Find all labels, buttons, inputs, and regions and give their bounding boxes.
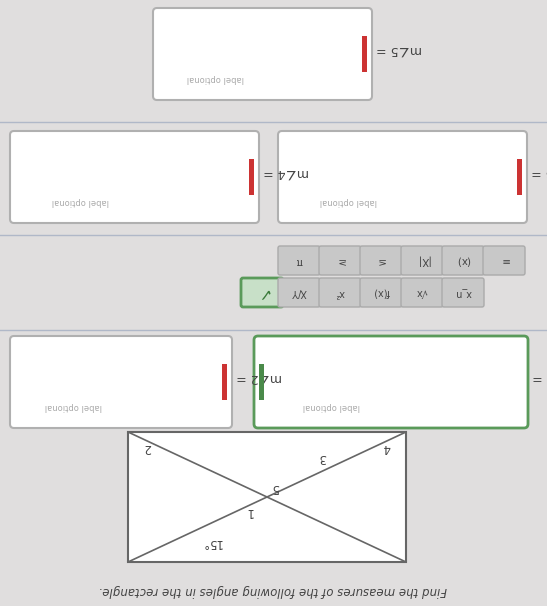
Text: f(x): f(x) xyxy=(373,287,389,298)
Text: ✓: ✓ xyxy=(255,284,269,302)
Bar xyxy=(517,159,522,196)
Text: 15°: 15° xyxy=(201,536,222,549)
Text: x²: x² xyxy=(335,287,345,298)
FancyBboxPatch shape xyxy=(278,246,320,275)
Text: m∠5 =: m∠5 = xyxy=(376,43,422,56)
Text: ≥: ≥ xyxy=(336,256,345,265)
Text: X/Y: X/Y xyxy=(291,287,307,298)
Bar xyxy=(249,159,254,196)
Bar xyxy=(128,432,406,562)
FancyBboxPatch shape xyxy=(360,278,402,307)
Text: m∠2 =: m∠2 = xyxy=(236,371,282,384)
Text: Find the measures of the following angles in the rectangle.: Find the measures of the following angle… xyxy=(99,584,447,596)
Text: ≤: ≤ xyxy=(377,256,386,265)
FancyBboxPatch shape xyxy=(442,278,484,307)
Text: 1: 1 xyxy=(245,505,253,518)
FancyBboxPatch shape xyxy=(254,336,528,428)
FancyBboxPatch shape xyxy=(10,336,232,428)
Text: 4: 4 xyxy=(383,441,391,454)
FancyBboxPatch shape xyxy=(360,246,402,275)
Text: π: π xyxy=(296,256,302,265)
Text: 2: 2 xyxy=(144,441,151,454)
Bar xyxy=(362,36,367,73)
Text: |X|: |X| xyxy=(415,255,429,266)
FancyBboxPatch shape xyxy=(319,246,361,275)
FancyBboxPatch shape xyxy=(401,278,443,307)
Bar xyxy=(259,364,264,401)
FancyBboxPatch shape xyxy=(278,131,527,223)
Text: m∠4 =: m∠4 = xyxy=(263,166,309,179)
FancyBboxPatch shape xyxy=(241,278,283,307)
Text: x_n: x_n xyxy=(455,287,472,298)
Text: label optional: label optional xyxy=(44,402,102,411)
Text: label optional: label optional xyxy=(320,197,377,206)
Text: label optional: label optional xyxy=(52,197,109,206)
Text: (x): (x) xyxy=(456,256,470,265)
Text: ≡: ≡ xyxy=(499,256,508,265)
FancyBboxPatch shape xyxy=(319,278,361,307)
FancyBboxPatch shape xyxy=(442,246,484,275)
Text: √x: √x xyxy=(416,287,428,298)
Text: 3: 3 xyxy=(319,451,327,465)
Text: m∠3 =: m∠3 = xyxy=(531,166,547,179)
FancyBboxPatch shape xyxy=(401,246,443,275)
Text: m∠1 =: m∠1 = xyxy=(532,371,547,384)
FancyBboxPatch shape xyxy=(10,131,259,223)
FancyBboxPatch shape xyxy=(483,246,525,275)
Bar xyxy=(222,364,227,401)
Text: 5: 5 xyxy=(271,481,278,493)
FancyBboxPatch shape xyxy=(278,278,320,307)
Text: label optional: label optional xyxy=(187,74,244,83)
FancyBboxPatch shape xyxy=(153,8,372,100)
Text: label optional: label optional xyxy=(303,402,360,411)
